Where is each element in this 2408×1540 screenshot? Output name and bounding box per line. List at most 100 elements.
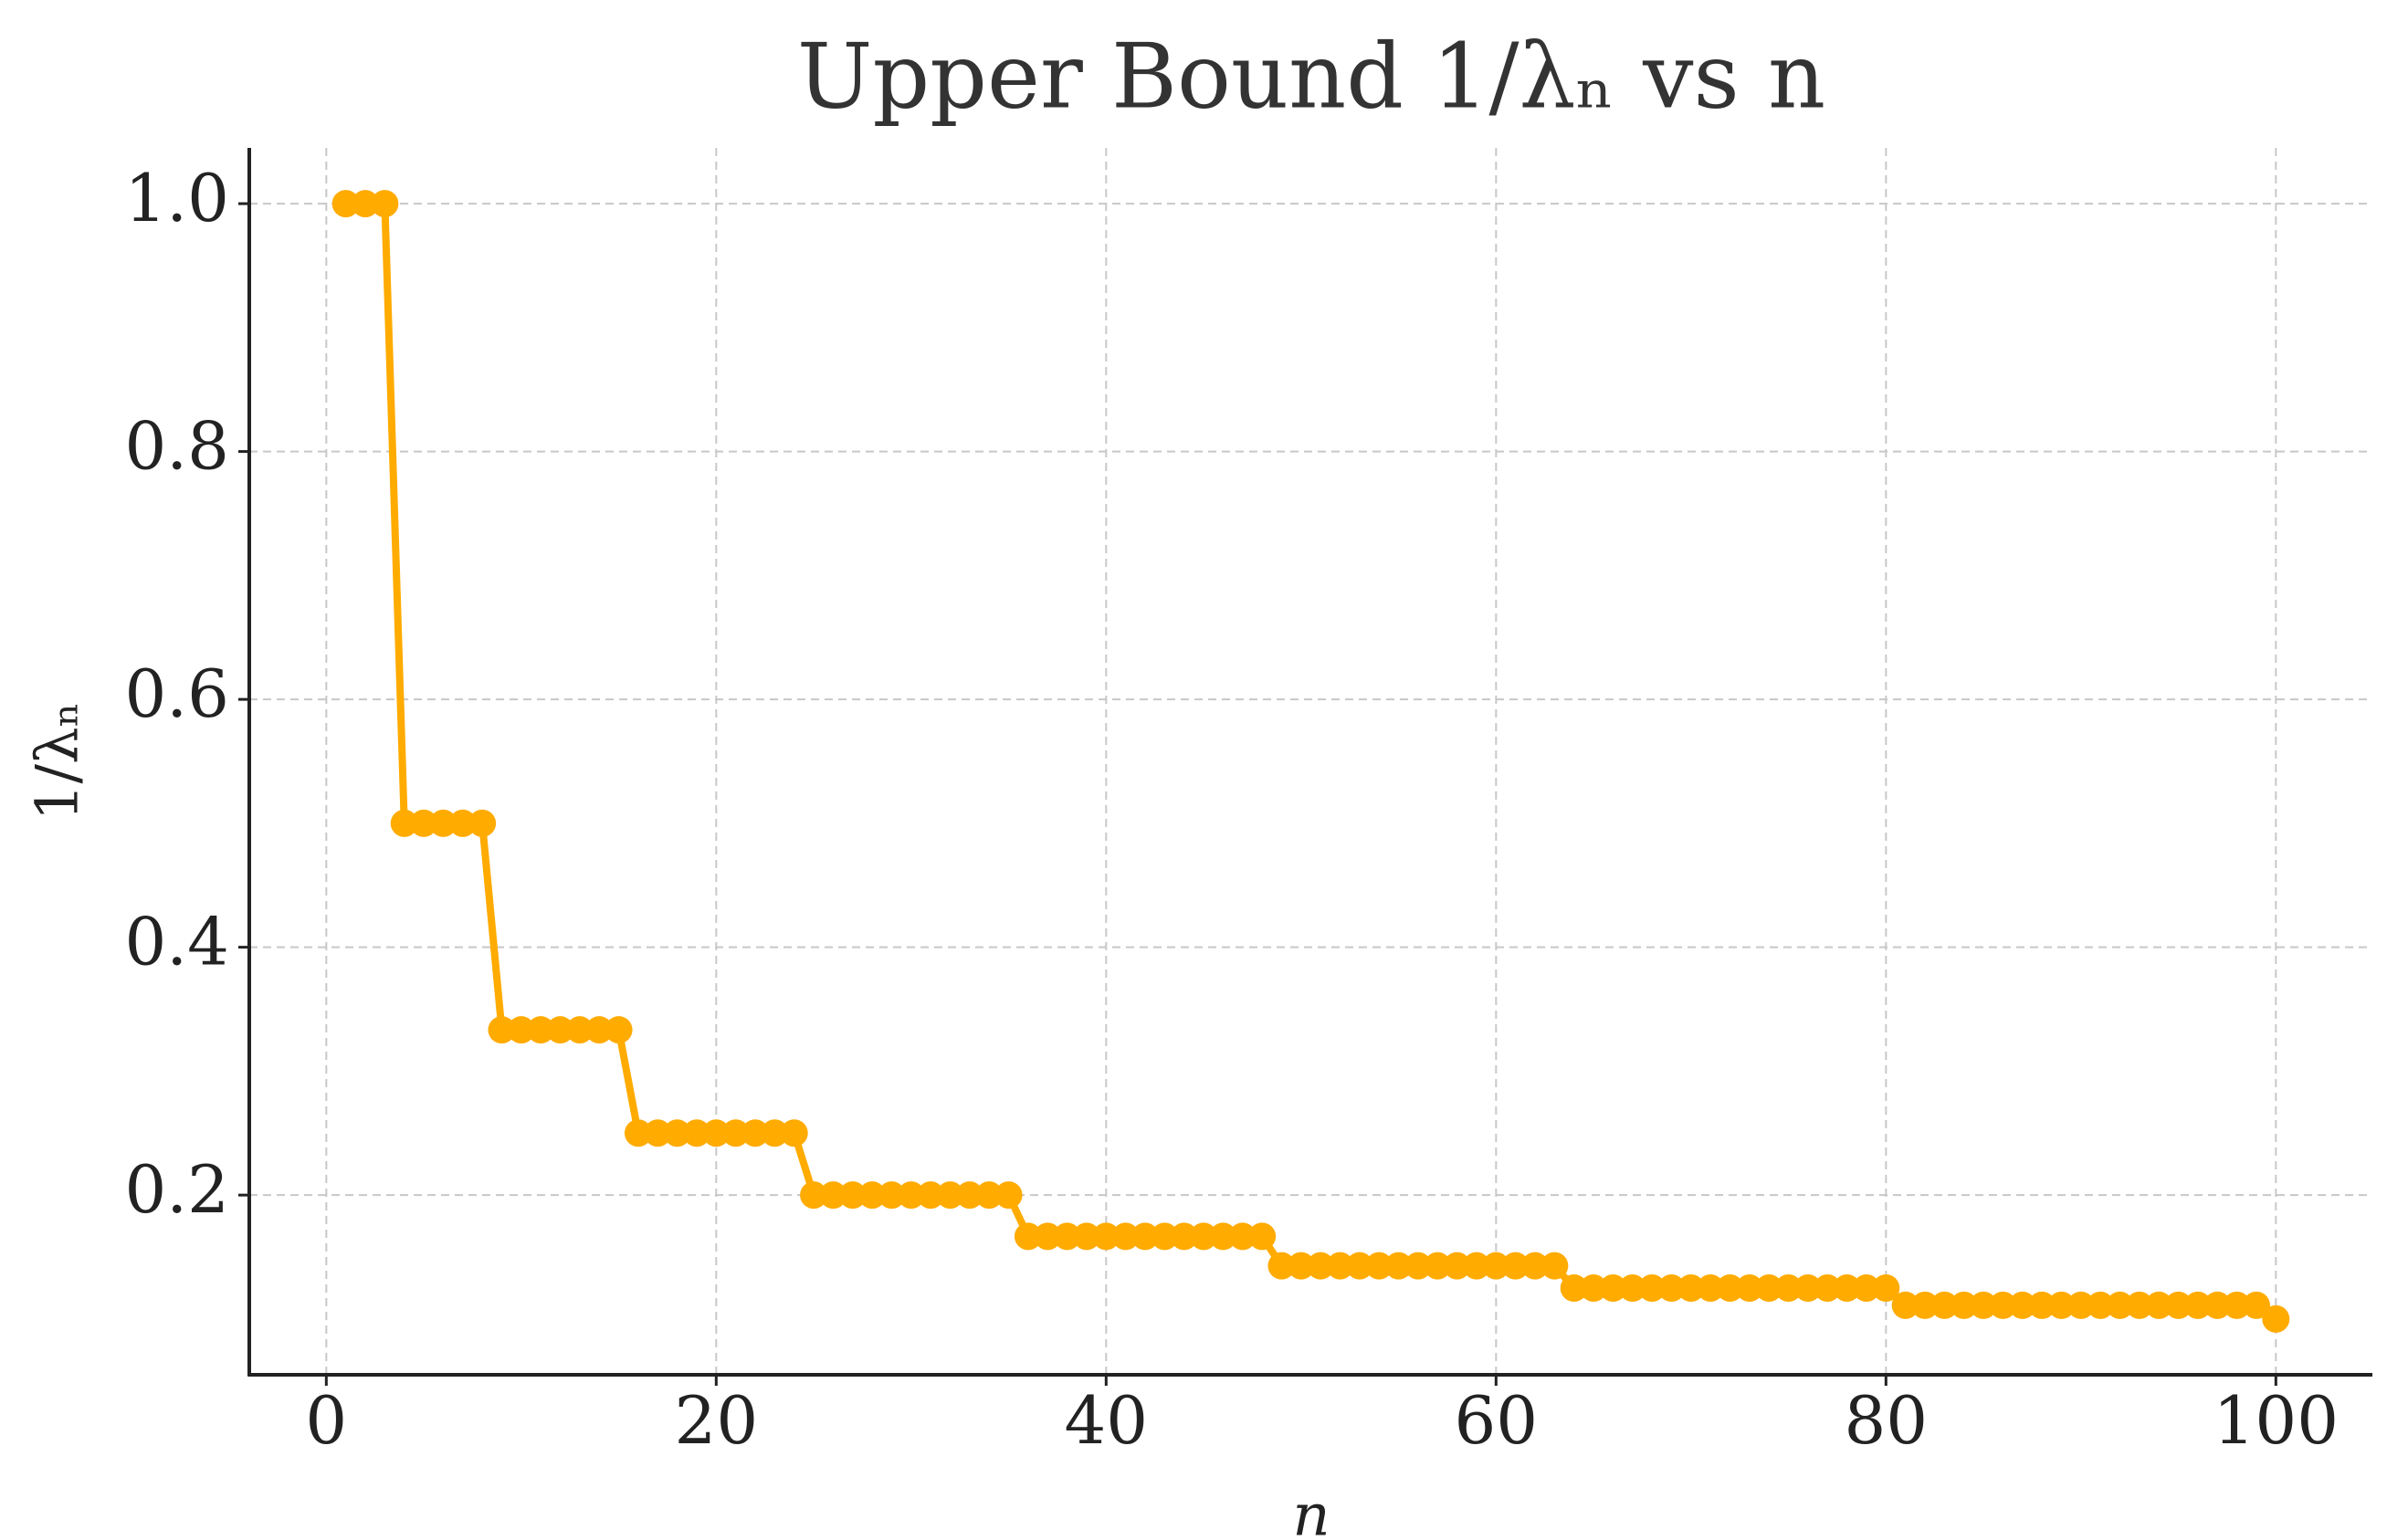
- data-point: [1151, 1222, 1179, 1251]
- data-point: [2047, 1291, 2076, 1319]
- data-point: [2145, 1291, 2173, 1319]
- data-point: [1345, 1252, 1373, 1280]
- data-point: [1755, 1273, 1783, 1302]
- data-point: [1774, 1273, 1803, 1302]
- data-point: [1384, 1252, 1413, 1280]
- x-tick-label: 0: [305, 1382, 347, 1459]
- data-point: [858, 1181, 887, 1210]
- data-point: [1814, 1273, 1842, 1302]
- data-point: [1950, 1291, 1978, 1319]
- data-point: [761, 1119, 789, 1147]
- data-point: [1911, 1291, 1940, 1319]
- data-point: [878, 1181, 906, 1210]
- data-point: [1657, 1273, 1686, 1302]
- data-point: [468, 809, 497, 837]
- data-point: [2183, 1291, 2212, 1319]
- x-tick-label: 40: [1065, 1382, 1149, 1459]
- y-axis-label: 1/λₙ: [25, 702, 92, 822]
- data-point: [410, 809, 438, 837]
- y-tick-label: 0.2: [124, 1151, 229, 1228]
- data-point: [1267, 1252, 1296, 1280]
- data-point: [819, 1181, 847, 1210]
- data-point: [1170, 1222, 1198, 1251]
- data-point: [2087, 1291, 2115, 1319]
- data-point: [2262, 1304, 2290, 1333]
- data-point: [1248, 1222, 1277, 1251]
- data-point: [488, 1016, 516, 1044]
- data-point: [1228, 1222, 1257, 1251]
- data-point: [1540, 1252, 1569, 1280]
- data-point: [2008, 1291, 2036, 1319]
- data-point: [1638, 1273, 1667, 1302]
- data-point: [1053, 1222, 1081, 1251]
- data-point: [1034, 1222, 1062, 1251]
- data-point: [1852, 1273, 1880, 1302]
- data-point: [721, 1119, 750, 1147]
- data-point: [1677, 1273, 1705, 1302]
- data-point: [2164, 1291, 2192, 1319]
- chart-title: Upper Bound 1/λₙ vs n: [797, 26, 1825, 130]
- x-axis-label: n: [1292, 1482, 1330, 1540]
- data-point: [1891, 1291, 1919, 1319]
- data-point: [1697, 1273, 1725, 1302]
- data-point: [1190, 1222, 1218, 1251]
- data-point: [1482, 1252, 1510, 1280]
- data-point: [624, 1119, 652, 1147]
- data-point: [1014, 1222, 1042, 1251]
- data-point: [565, 1016, 594, 1044]
- data-point: [507, 1016, 535, 1044]
- data-point: [682, 1119, 710, 1147]
- data-point: [780, 1119, 808, 1147]
- data-point: [1716, 1273, 1744, 1302]
- data-point: [1307, 1252, 1335, 1280]
- data-point: [1092, 1222, 1120, 1251]
- data-point: [1326, 1252, 1354, 1280]
- data-point: [1793, 1273, 1822, 1302]
- data-point: [2125, 1291, 2153, 1319]
- data-point: [1111, 1222, 1140, 1251]
- data-point: [917, 1181, 945, 1210]
- data-point: [1365, 1252, 1393, 1280]
- data-point: [2242, 1291, 2270, 1319]
- data-point: [1443, 1252, 1471, 1280]
- data-point: [663, 1119, 691, 1147]
- data-point: [994, 1181, 1023, 1210]
- data-point: [605, 1016, 633, 1044]
- data-point: [1599, 1273, 1627, 1302]
- data-point: [1833, 1273, 1861, 1302]
- data-point: [1580, 1273, 1608, 1302]
- data-point: [2203, 1291, 2232, 1319]
- x-tick-label: 60: [1455, 1382, 1539, 1459]
- data-point: [1462, 1252, 1490, 1280]
- data-point: [390, 809, 418, 837]
- data-point: [1424, 1252, 1452, 1280]
- x-tick-label: 100: [2213, 1382, 2339, 1459]
- data-point: [2028, 1291, 2056, 1319]
- data-point: [546, 1016, 574, 1044]
- y-tick-label: 0.4: [124, 904, 229, 980]
- data-point: [838, 1181, 867, 1210]
- data-point: [1735, 1273, 1763, 1302]
- data-point: [429, 809, 457, 837]
- data-point: [527, 1016, 555, 1044]
- data-point: [1618, 1273, 1646, 1302]
- y-tick-label: 0.6: [124, 655, 229, 732]
- data-point: [897, 1181, 925, 1210]
- data-point: [1131, 1222, 1160, 1251]
- data-point: [955, 1181, 983, 1210]
- data-point: [936, 1181, 964, 1210]
- data-point: [1404, 1252, 1432, 1280]
- data-point: [1970, 1291, 1998, 1319]
- x-tick-label: 20: [675, 1382, 759, 1459]
- data-point: [352, 190, 380, 218]
- y-tick-label: 1.0: [124, 160, 229, 236]
- data-point: [1072, 1222, 1100, 1251]
- data-point: [1209, 1222, 1237, 1251]
- data-point: [2223, 1291, 2251, 1319]
- data-point: [702, 1119, 731, 1147]
- y-tick-label: 0.8: [124, 408, 229, 485]
- data-point: [331, 190, 360, 218]
- data-point: [1287, 1252, 1315, 1280]
- data-line: [345, 200, 2278, 1323]
